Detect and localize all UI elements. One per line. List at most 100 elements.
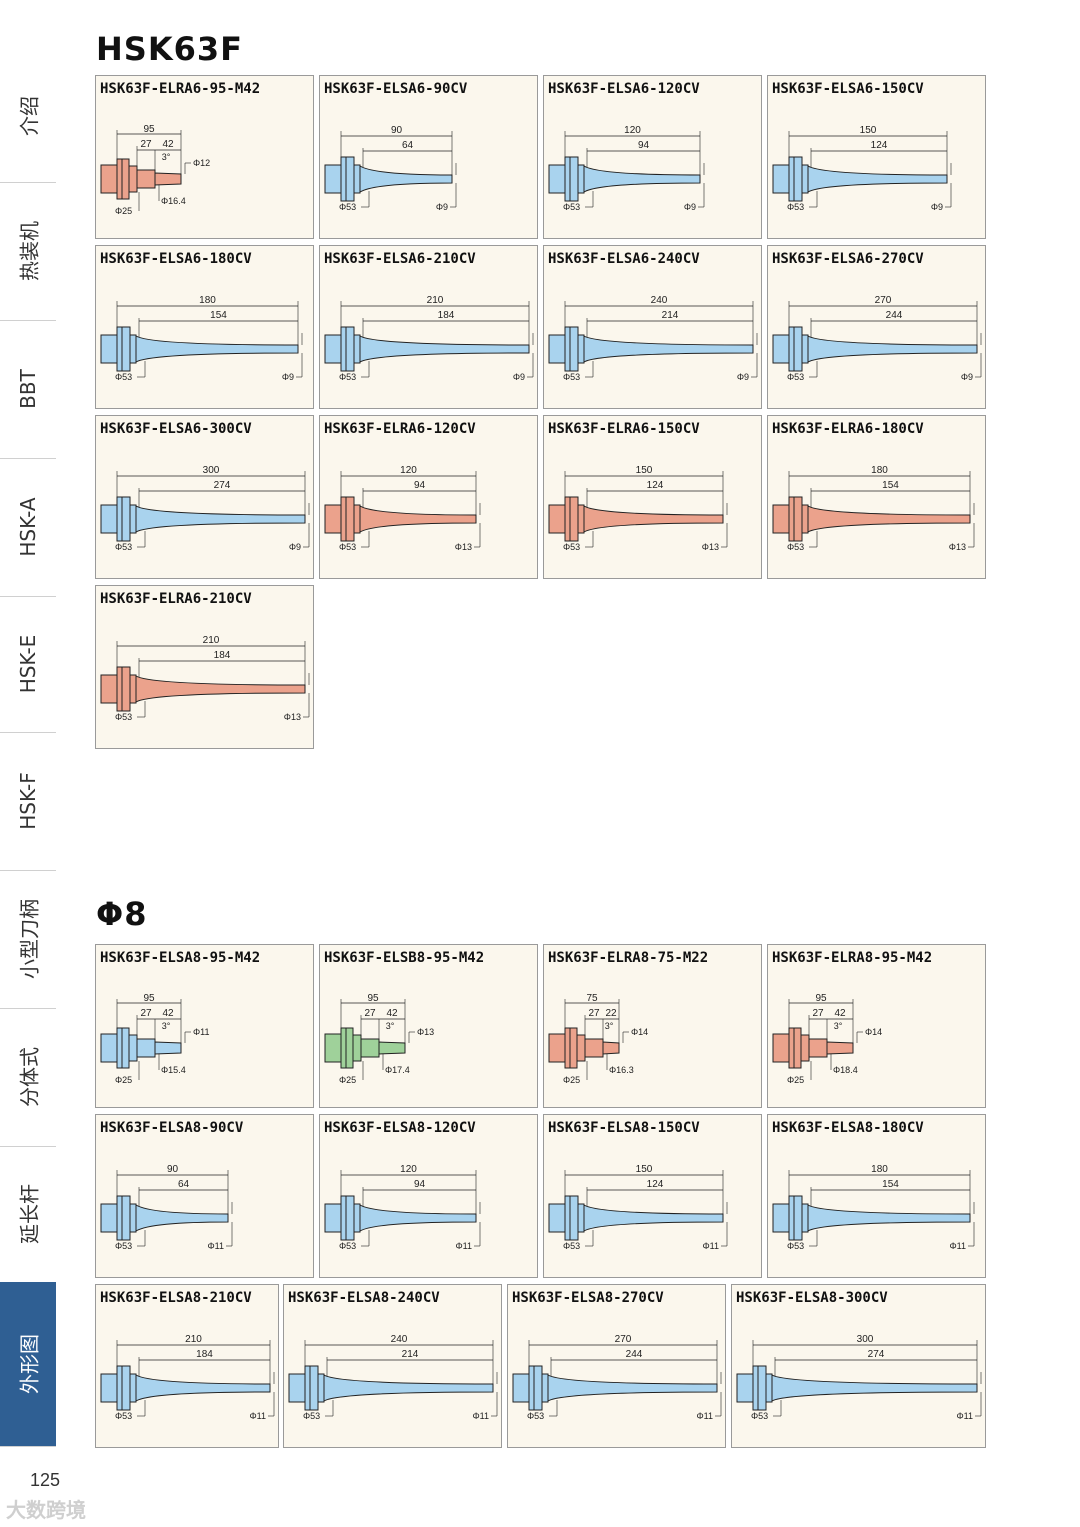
tool-drawing: 180 154 Φ11 Φ53 [772, 1164, 975, 1251]
product-model: HSK63F-ELSA8-150CV [548, 1120, 700, 1136]
product-model: HSK63F-ELSA8-240CV [288, 1290, 440, 1306]
flange [788, 1195, 803, 1241]
dim-flange-diameter: Φ53 [339, 1241, 356, 1251]
dim-taper-angle: 3° [386, 1021, 395, 1031]
dim-tip-diameter: Φ9 [684, 202, 696, 212]
tab-hsk-e[interactable]: HSK-E [0, 596, 56, 733]
collar [577, 504, 585, 534]
dim-tip-diameter: Φ11 [696, 1411, 713, 1421]
product-card: HSK63F-ELRA6-180CV 180 154 Φ13 Φ53 [767, 415, 986, 579]
tab-shrink-machine[interactable]: 热装机 [0, 182, 56, 321]
shank [772, 504, 790, 534]
cone-body [359, 165, 453, 193]
dim-tip-diameter: Φ11 [702, 1241, 719, 1251]
tab-hsk-f[interactable]: HSK-F [0, 732, 56, 871]
flange [116, 496, 131, 542]
collar [353, 164, 361, 194]
dim-tip-diameter: Φ9 [289, 542, 301, 552]
shank [548, 334, 566, 364]
tab-intro[interactable]: 介绍 [0, 50, 56, 183]
flange [116, 158, 130, 200]
body-tip [154, 172, 182, 186]
product-card: HSK63F-ELSA8-120CV 120 94 Φ11 Φ53 [319, 1114, 538, 1278]
shank [772, 334, 790, 364]
dim-reach-length: 94 [414, 480, 426, 491]
flange [116, 1195, 131, 1241]
tab-small-holder[interactable]: 小型刀柄 [0, 870, 56, 1009]
product-card: HSK63F-ELSA6-180CV 180 154 Φ9 Φ53 [95, 245, 314, 409]
dim-flange-diameter: Φ53 [115, 1411, 132, 1421]
dim-step-length: 27 [140, 1008, 152, 1019]
shank [100, 1203, 118, 1233]
dim-tip-diameter: Φ12 [193, 158, 210, 168]
cone-body [359, 505, 477, 533]
tab-modular[interactable]: 分体式 [0, 1008, 56, 1147]
dim-tip-diameter: Φ11 [249, 1411, 266, 1421]
dim-total-length: 270 [615, 1334, 632, 1345]
dim-reach-length: 124 [647, 480, 664, 491]
product-model: HSK63F-ELRA6-150CV [548, 421, 700, 437]
product-model: HSK63F-ELSA8-120CV [324, 1120, 476, 1136]
cone-body [135, 1204, 229, 1232]
tool-drawing: 95 27 42 3° Φ11 Φ15.4 Φ25 [100, 993, 210, 1085]
dim-tip-diameter: Φ9 [931, 202, 943, 212]
dim-tip-diameter: Φ14 [865, 1027, 882, 1037]
collar [353, 334, 361, 364]
dim-tip-length: 42 [386, 1008, 398, 1019]
cone-body [771, 1374, 978, 1402]
dim-reach-length: 94 [414, 1179, 426, 1190]
dim-reach-length: 244 [626, 1349, 643, 1360]
product-model: HSK63F-ELSA6-180CV [100, 251, 252, 267]
flange [340, 1027, 354, 1069]
dim-step-diameter: Φ17.4 [385, 1065, 410, 1075]
cone-body [135, 1374, 271, 1402]
watermark: 大数跨境 [6, 1498, 86, 1522]
dim-taper-angle: 3° [162, 152, 171, 162]
dim-shank-diameter: Φ25 [787, 1075, 804, 1085]
flange [116, 666, 131, 712]
dim-shank-diameter: Φ25 [115, 206, 132, 216]
tool-drawing: 210 184 Φ13 Φ53 [100, 635, 310, 722]
flange [788, 156, 803, 202]
dim-total-length: 120 [400, 1164, 417, 1175]
body-step [136, 1038, 156, 1058]
dim-total-length: 180 [199, 295, 216, 306]
shank [772, 1033, 790, 1063]
shank [288, 1373, 306, 1403]
dim-taper-angle: 3° [162, 1021, 171, 1031]
tab-bbt[interactable]: BBT [0, 320, 56, 459]
product-model: HSK63F-ELSA6-240CV [548, 251, 700, 267]
product-card: HSK63F-ELRA6-95-M42 95 27 42 3° Φ12 Φ16.4 Φ25 [95, 75, 314, 239]
tool-drawing: 210 184 Φ9 Φ53 [324, 295, 534, 382]
tool-drawing: 270 244 Φ11 Φ53 [512, 1334, 722, 1421]
dim-reach-length: 244 [886, 310, 903, 321]
dim-total-length: 120 [400, 465, 417, 476]
product-card: HSK63F-ELSA8-150CV 150 124 Φ11 Φ53 [543, 1114, 762, 1278]
dim-tip-diameter: Φ9 [282, 372, 294, 382]
dim-reach-length: 184 [214, 650, 231, 661]
dim-tip-diameter: Φ13 [417, 1027, 434, 1037]
dim-reach-length: 214 [402, 1349, 419, 1360]
tab-extension[interactable]: 延长杆 [0, 1146, 56, 1283]
tab-label: 外形图 [17, 1334, 42, 1394]
dim-tip-length: 42 [162, 1008, 174, 1019]
flange [564, 496, 579, 542]
dim-shank-diameter: Φ25 [563, 1075, 580, 1085]
dim-reach-length: 64 [178, 1179, 190, 1190]
shank [100, 164, 118, 194]
product-card: HSK63F-ELSA8-210CV 210 184 Φ11 Φ53 [95, 1284, 279, 1448]
product-model: HSK63F-ELSA6-90CV [324, 81, 468, 97]
dim-tip-diameter: Φ13 [284, 712, 301, 722]
product-model: HSK63F-ELRA6-210CV [100, 591, 252, 607]
dim-flange-diameter: Φ53 [115, 372, 132, 382]
cone-body [807, 505, 971, 533]
cone-body [583, 505, 724, 533]
tab-outline-drawing[interactable]: 外形图 [0, 1282, 56, 1447]
dim-reach-length: 124 [871, 140, 888, 151]
dim-reach-length: 154 [882, 1179, 899, 1190]
dim-reach-length: 124 [647, 1179, 664, 1190]
dim-flange-diameter: Φ53 [339, 372, 356, 382]
tab-hsk-a[interactable]: HSK-A [0, 458, 56, 597]
dim-flange-diameter: Φ53 [115, 542, 132, 552]
tool-drawing: 95 27 42 3° Φ13 Φ17.4 Φ25 [324, 993, 434, 1085]
